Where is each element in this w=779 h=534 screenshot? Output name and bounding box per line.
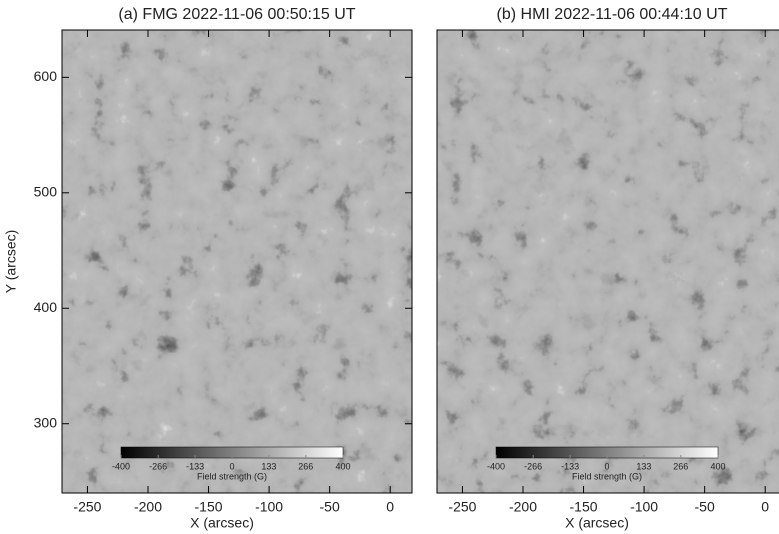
colorbar-label: Field strength (G) — [197, 471, 267, 481]
x-tick-label: -250 — [448, 499, 476, 515]
x-tick-label: -100 — [255, 499, 283, 515]
x-axis-label: X (arcsec) — [190, 515, 254, 531]
colorbar-tick-label: 266 — [298, 461, 313, 471]
x-tick-label: 0 — [761, 499, 769, 515]
y-tick-label: 500 — [34, 184, 58, 200]
panel-title: (a) FMG 2022-11-06 00:50:15 UT — [118, 6, 355, 23]
colorbar-tick-label: -400 — [487, 461, 505, 471]
colorbar-tick-label: 400 — [710, 461, 725, 471]
magnetogram — [437, 30, 779, 493]
x-tick-label: -200 — [134, 499, 162, 515]
colorbar-tick-label: 133 — [636, 461, 651, 471]
x-tick-label: -100 — [630, 499, 658, 515]
y-tick-label: 400 — [34, 299, 58, 315]
y-axis-label: Y (arcsec) — [3, 230, 19, 294]
x-tick-label: -150 — [570, 499, 598, 515]
plot-frame — [61, 29, 413, 494]
colorbar-tick-label: -266 — [149, 461, 167, 471]
colorbar-tick-label: -133 — [561, 461, 579, 471]
x-tick-label: -50 — [320, 499, 340, 515]
x-tick-label: -150 — [195, 499, 223, 515]
colorbar-tick-label: 0 — [229, 461, 234, 471]
colorbar-tick-label: -133 — [186, 461, 204, 471]
colorbar-tick-label: -266 — [524, 461, 542, 471]
x-tick-label: -250 — [73, 499, 101, 515]
panel-title: (b) HMI 2022-11-06 00:44:10 UT — [497, 6, 728, 23]
colorbar-label: Field strength (G) — [572, 471, 642, 481]
colorbar-tick-label: 0 — [604, 461, 609, 471]
colorbar-tick-label: 133 — [261, 461, 276, 471]
colorbar-tick-label: 266 — [673, 461, 688, 471]
colorbar-tick-label: -400 — [112, 461, 130, 471]
x-tick-label: 0 — [386, 499, 394, 515]
y-tick-label: 600 — [34, 68, 58, 84]
magnetogram — [62, 30, 412, 493]
y-tick-label: 300 — [34, 414, 58, 430]
x-tick-label: -50 — [695, 499, 715, 515]
plot-frame — [436, 29, 779, 494]
colorbar-tick-label: 400 — [335, 461, 350, 471]
x-axis-label: X (arcsec) — [565, 515, 629, 531]
x-tick-label: -200 — [509, 499, 537, 515]
